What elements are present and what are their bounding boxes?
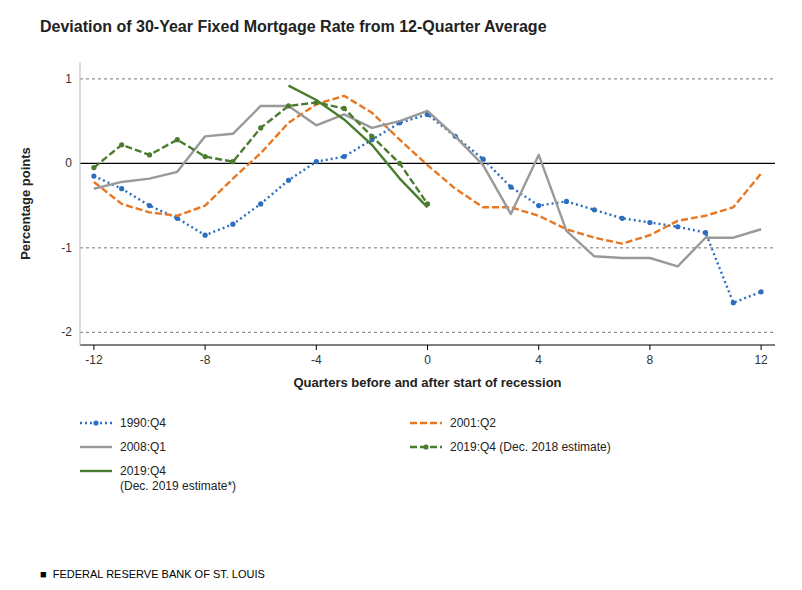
grid-line (80, 332, 775, 333)
x-tick-label: -12 (85, 353, 103, 367)
point (342, 106, 347, 111)
point (647, 220, 652, 225)
point (147, 152, 152, 157)
x-tick (316, 345, 317, 350)
point (258, 125, 263, 130)
legend-marker (93, 420, 98, 425)
point (258, 201, 263, 206)
point (703, 230, 708, 235)
legend-label: 1990:Q4 (120, 416, 166, 430)
legend-label: 2019:Q4 (Dec. 2018 estimate) (450, 440, 611, 454)
point (175, 137, 180, 142)
grid (80, 79, 775, 332)
point (314, 159, 319, 164)
y-tick-label: 0 (65, 156, 72, 170)
title: Deviation of 30-Year Fixed Mortgage Rate… (40, 18, 547, 35)
legend-label: 2008:Q1 (120, 440, 166, 454)
x-tick-label: 4 (535, 353, 542, 367)
footer: ■ FEDERAL RESERVE BANK OF ST. LOUIS (40, 568, 265, 580)
series-line (94, 106, 761, 267)
point (536, 203, 541, 208)
legend-marker (423, 444, 428, 449)
legend-label: 2019:Q4(Dec. 2019 estimate*) (120, 464, 236, 493)
y-tick-label: -1 (61, 241, 72, 255)
x-tick-label: -8 (200, 353, 211, 367)
legend-label-line: 2019:Q4 (120, 464, 166, 478)
legend-label-line: 2001:Q2 (450, 416, 496, 430)
point (286, 103, 291, 108)
x-tick-label: 8 (647, 353, 654, 367)
point (91, 165, 96, 170)
point (91, 173, 96, 178)
legend-swatch (80, 446, 112, 448)
x-tick (538, 345, 539, 350)
y-tick-label: 1 (65, 72, 72, 86)
point (119, 186, 124, 191)
grid-line (80, 247, 775, 248)
point (119, 142, 124, 147)
legend-label-line: 2008:Q1 (120, 440, 166, 454)
point (731, 300, 736, 305)
point (203, 154, 208, 159)
x-tick (761, 345, 762, 350)
legend-swatch (80, 470, 112, 472)
point (592, 207, 597, 212)
x-axis-label: Quarters before and after start of reces… (293, 375, 561, 390)
point (759, 289, 764, 294)
series-line (94, 96, 761, 244)
point (203, 233, 208, 238)
chart: Deviation of 30-Year Fixed Mortgage Rate… (0, 0, 802, 590)
point (230, 159, 235, 164)
point (342, 154, 347, 159)
legend-swatch (410, 422, 442, 424)
legend-label-line: 2019:Q4 (Dec. 2018 estimate) (450, 440, 611, 454)
x-tick (427, 345, 428, 350)
grid-line (80, 78, 775, 79)
point (286, 178, 291, 183)
point (397, 161, 402, 166)
x-tick-label: 0 (424, 353, 431, 367)
y-axis-line (80, 62, 81, 345)
x-tick-label: -4 (311, 353, 322, 367)
legend: 1990:Q4 2001:Q2 2008:Q1 2019:Q4 (Dec. 2018 … (80, 416, 611, 493)
point (147, 203, 152, 208)
point (230, 222, 235, 227)
legend-label-line: 1990:Q4 (120, 416, 166, 430)
plot-area (91, 86, 763, 306)
x-tick (205, 345, 206, 350)
legend-label: 2001:Q2 (450, 416, 496, 430)
y-tick-label: -2 (61, 325, 72, 339)
point (481, 157, 486, 162)
point (369, 134, 374, 139)
point (564, 199, 569, 204)
point (675, 224, 680, 229)
point (620, 216, 625, 221)
x-tick (93, 345, 94, 350)
x-tick-label: 12 (754, 353, 768, 367)
series-line (289, 86, 428, 208)
y-axis-label: Percentage points (18, 147, 33, 260)
point (508, 184, 513, 189)
x-tick (649, 345, 650, 350)
legend-label-line: (Dec. 2019 estimate*) (120, 479, 236, 493)
